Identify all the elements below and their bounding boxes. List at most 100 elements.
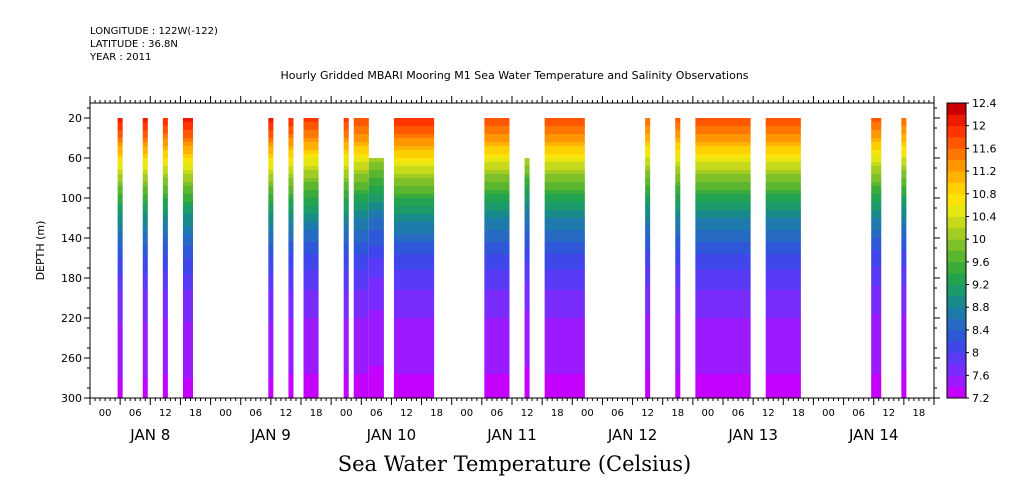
- temperature-cell: [162, 206, 168, 211]
- temperature-cell: [544, 386, 585, 391]
- temperature-cell: [645, 290, 651, 295]
- temperature-cell: [544, 166, 585, 171]
- temperature-cell: [765, 306, 801, 311]
- temperature-cell: [162, 378, 168, 383]
- temperature-cell: [871, 122, 882, 127]
- y-axis-label: DEPTH (m): [34, 221, 47, 281]
- temperature-cell: [117, 370, 123, 375]
- temperature-cell: [675, 262, 681, 267]
- temperature-cell: [343, 362, 349, 367]
- temperature-cell: [288, 238, 294, 243]
- temperature-cell: [765, 274, 801, 279]
- temperature-cell: [142, 222, 148, 227]
- temperature-cell: [182, 270, 193, 275]
- temperature-cell: [765, 138, 801, 143]
- temperature-cell: [288, 178, 294, 183]
- temperature-cell: [162, 194, 168, 199]
- temperature-cell: [368, 242, 384, 247]
- colorbar-swatch: [947, 375, 966, 388]
- temperature-cell: [871, 322, 882, 327]
- temperature-cell: [524, 162, 530, 167]
- temperature-cell: [162, 394, 168, 399]
- temperature-cell: [162, 170, 168, 175]
- temperature-cell: [901, 366, 907, 371]
- profile-segment: [393, 118, 435, 399]
- temperature-cell: [303, 158, 319, 163]
- temperature-cell: [182, 286, 193, 291]
- temperature-cell: [765, 230, 801, 235]
- temperature-cell: [871, 370, 882, 375]
- temperature-cell: [484, 122, 510, 127]
- temperature-cell: [695, 154, 751, 159]
- temperature-cell: [484, 390, 510, 395]
- temperature-cell: [182, 162, 193, 167]
- temperature-cell: [765, 354, 801, 359]
- temperature-cell: [353, 222, 369, 227]
- temperature-cell: [393, 346, 435, 351]
- x-tick-label: 18: [792, 408, 805, 419]
- temperature-cell: [303, 222, 319, 227]
- temperature-cell: [901, 322, 907, 327]
- y-tick-label: 60: [68, 152, 82, 165]
- x-tick-label: 00: [460, 408, 473, 419]
- temperature-cell: [303, 154, 319, 159]
- temperature-cell: [343, 286, 349, 291]
- temperature-cell: [288, 390, 294, 395]
- temperature-cell: [524, 198, 530, 203]
- temperature-cell: [368, 318, 384, 323]
- temperature-cell: [871, 242, 882, 247]
- temperature-cell: [353, 294, 369, 299]
- temperature-cell: [182, 238, 193, 243]
- colorbar-title: Sea Water Temperature (Celsius): [337, 452, 692, 476]
- x-tick-label: 06: [852, 408, 865, 419]
- temperature-cell: [765, 118, 801, 123]
- temperature-cell: [303, 266, 319, 271]
- temperature-cell: [268, 298, 274, 303]
- temperature-cell: [142, 242, 148, 247]
- temperature-cell: [343, 314, 349, 319]
- temperature-cell: [353, 390, 369, 395]
- temperature-cell: [117, 122, 123, 127]
- temperature-cell: [268, 334, 274, 339]
- temperature-cell: [901, 218, 907, 223]
- temperature-cell: [524, 330, 530, 335]
- temperature-cell: [901, 318, 907, 323]
- temperature-cell: [303, 282, 319, 287]
- temperature-cell: [524, 270, 530, 275]
- temperature-cell: [182, 226, 193, 231]
- temperature-cell: [484, 382, 510, 387]
- temperature-cell: [268, 270, 274, 275]
- temperature-cell: [645, 322, 651, 327]
- temperature-cell: [393, 130, 435, 135]
- temperature-cell: [162, 318, 168, 323]
- colorbar-label: 9.6: [972, 256, 990, 269]
- temperature-cell: [765, 134, 801, 139]
- temperature-cell: [368, 282, 384, 287]
- temperature-cell: [544, 278, 585, 283]
- temperature-cell: [182, 262, 193, 267]
- temperature-cell: [645, 138, 651, 143]
- temperature-cell: [871, 218, 882, 223]
- temperature-cell: [343, 234, 349, 239]
- temperature-cell: [353, 186, 369, 191]
- y-tick-label: 100: [61, 192, 82, 205]
- temperature-cell: [288, 326, 294, 331]
- temperature-cell: [645, 146, 651, 151]
- temperature-cell: [117, 362, 123, 367]
- temperature-cell: [343, 330, 349, 335]
- temperature-cell: [484, 262, 510, 267]
- temperature-cell: [871, 278, 882, 283]
- temperature-cell: [393, 226, 435, 231]
- temperature-cell: [695, 334, 751, 339]
- x-tick-label: 06: [129, 408, 142, 419]
- temperature-cell: [303, 350, 319, 355]
- temperature-cell: [544, 258, 585, 263]
- temperature-cell: [368, 246, 384, 251]
- temperature-cell: [303, 254, 319, 259]
- temperature-cell: [303, 370, 319, 375]
- temperature-cell: [117, 394, 123, 399]
- temperature-cell: [645, 194, 651, 199]
- temperature-cell: [901, 262, 907, 267]
- temperature-cell: [524, 178, 530, 183]
- temperature-cell: [142, 286, 148, 291]
